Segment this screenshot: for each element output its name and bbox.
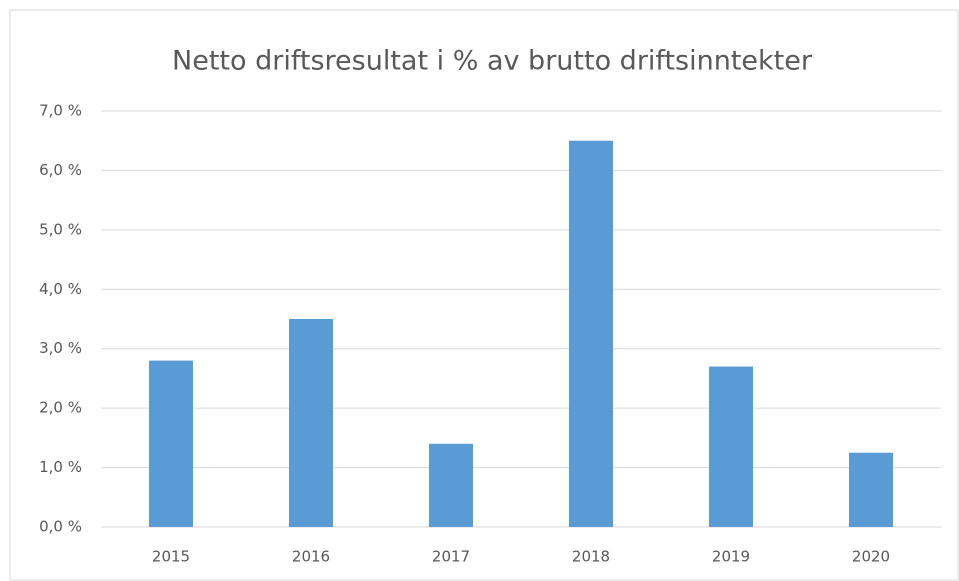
y-tick-label: 6,0 % bbox=[39, 161, 82, 179]
x-tick-label: 2018 bbox=[572, 548, 610, 566]
x-tick-label: 2016 bbox=[292, 548, 330, 566]
y-tick-label: 7,0 % bbox=[39, 102, 82, 120]
y-tick-label: 4,0 % bbox=[39, 280, 82, 298]
bar bbox=[149, 360, 193, 527]
x-tick-label: 2020 bbox=[852, 548, 890, 566]
y-tick-label: 0,0 % bbox=[39, 518, 82, 536]
y-tick-label: 3,0 % bbox=[39, 339, 82, 357]
y-tick-label: 2,0 % bbox=[39, 399, 82, 417]
bar bbox=[569, 140, 613, 527]
bar bbox=[849, 452, 893, 527]
x-tick-label: 2019 bbox=[712, 548, 750, 566]
x-tick-label: 2017 bbox=[432, 548, 470, 566]
x-tick-label: 2015 bbox=[152, 548, 190, 566]
y-tick-label: 5,0 % bbox=[39, 220, 82, 238]
bar bbox=[709, 366, 753, 527]
bar bbox=[289, 319, 333, 527]
chart-title: Netto driftsresultat i % av brutto drift… bbox=[172, 46, 813, 77]
bar bbox=[429, 443, 473, 527]
y-tick-label: 1,0 % bbox=[39, 458, 82, 476]
